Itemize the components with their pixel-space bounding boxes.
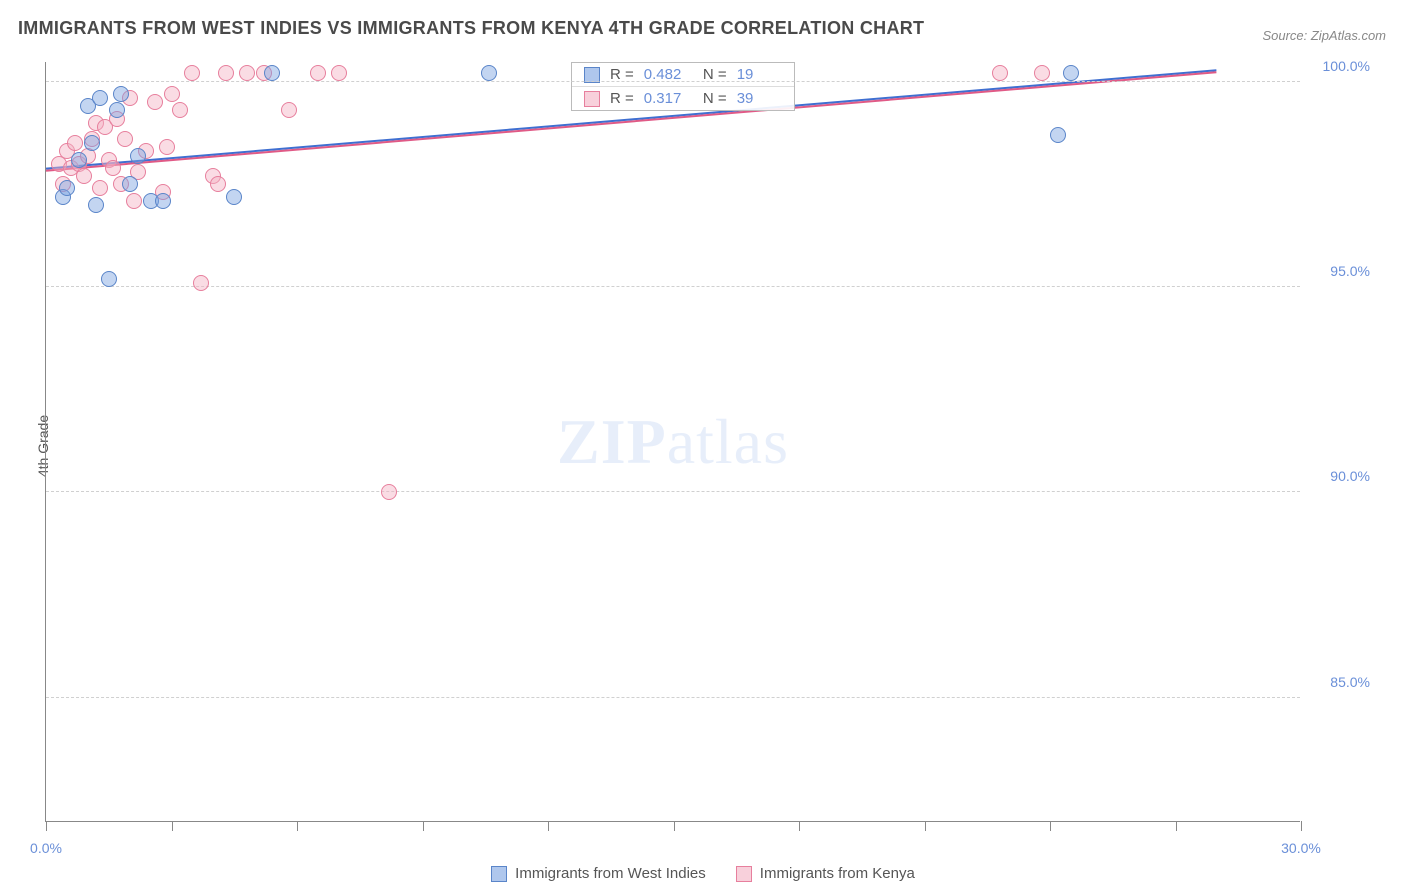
data-point: [992, 65, 1008, 81]
data-point: [105, 160, 121, 176]
x-tick: [1176, 821, 1177, 831]
legend-label: Immigrants from Kenya: [760, 865, 915, 882]
data-point: [117, 131, 133, 147]
data-point: [264, 65, 280, 81]
data-point: [122, 176, 138, 192]
y-tick-label: 100.0%: [1310, 58, 1370, 74]
x-tick: [674, 821, 675, 831]
stat-r-label: R =: [610, 90, 634, 107]
data-point: [172, 102, 188, 118]
legend: Immigrants from West Indies Immigrants fr…: [0, 865, 1406, 882]
data-point: [113, 86, 129, 102]
data-point: [147, 94, 163, 110]
stat-r-value: 0.317: [644, 90, 689, 107]
data-point: [126, 193, 142, 209]
stat-n-value: 39: [737, 90, 782, 107]
data-point: [92, 180, 108, 196]
data-point: [155, 193, 171, 209]
x-tick: [172, 821, 173, 831]
source-attribution: Source: ZipAtlas.com: [1262, 28, 1386, 43]
data-point: [159, 139, 175, 155]
data-point: [92, 90, 108, 106]
gridline-h: [46, 491, 1300, 492]
data-point: [76, 168, 92, 184]
data-point: [331, 65, 347, 81]
data-point: [1063, 65, 1079, 81]
x-tick: [1301, 821, 1302, 831]
data-point: [109, 102, 125, 118]
legend-label: Immigrants from West Indies: [515, 865, 706, 882]
plot-area: ZIPatlas R =0.482 N =19R =0.317 N =39 85…: [45, 62, 1300, 822]
y-tick-label: 95.0%: [1310, 263, 1370, 279]
data-point: [84, 135, 100, 151]
legend-item: Immigrants from West Indies: [491, 865, 706, 882]
data-point: [481, 65, 497, 81]
data-point: [130, 148, 146, 164]
data-point: [67, 135, 83, 151]
gridline-h: [46, 286, 1300, 287]
data-point: [88, 197, 104, 213]
data-point: [1034, 65, 1050, 81]
data-point: [59, 180, 75, 196]
y-tick-label: 90.0%: [1310, 468, 1370, 484]
x-tick: [799, 821, 800, 831]
data-point: [239, 65, 255, 81]
x-tick: [46, 821, 47, 831]
stat-n-label: N =: [699, 90, 727, 107]
x-tick-label: 30.0%: [1281, 840, 1321, 856]
stats-row: R =0.482 N =19: [572, 63, 794, 86]
x-tick-label: 0.0%: [30, 840, 62, 856]
data-point: [281, 102, 297, 118]
gridline-h: [46, 697, 1300, 698]
legend-swatch: [584, 91, 600, 107]
data-point: [71, 152, 87, 168]
x-tick: [548, 821, 549, 831]
legend-swatch: [736, 866, 752, 882]
x-tick: [925, 821, 926, 831]
data-point: [210, 176, 226, 192]
data-point: [226, 189, 242, 205]
y-tick-label: 85.0%: [1310, 674, 1370, 690]
data-point: [381, 484, 397, 500]
legend-item: Immigrants from Kenya: [736, 865, 915, 882]
watermark-logo: ZIPatlas: [557, 405, 789, 479]
stats-box: R =0.482 N =19 R = 0.317 N = 39: [571, 62, 795, 111]
data-point: [1050, 127, 1066, 143]
data-point: [310, 65, 326, 81]
stats-row: R = 0.317 N = 39: [572, 86, 794, 110]
trend-lines-layer: [46, 62, 1300, 821]
data-point: [184, 65, 200, 81]
legend-swatch: [491, 866, 507, 882]
x-tick: [297, 821, 298, 831]
gridline-h: [46, 81, 1300, 82]
data-point: [101, 271, 117, 287]
chart-title: IMMIGRANTS FROM WEST INDIES VS IMMIGRANT…: [18, 18, 924, 39]
x-tick: [423, 821, 424, 831]
data-point: [218, 65, 234, 81]
x-tick: [1050, 821, 1051, 831]
data-point: [193, 275, 209, 291]
data-point: [164, 86, 180, 102]
